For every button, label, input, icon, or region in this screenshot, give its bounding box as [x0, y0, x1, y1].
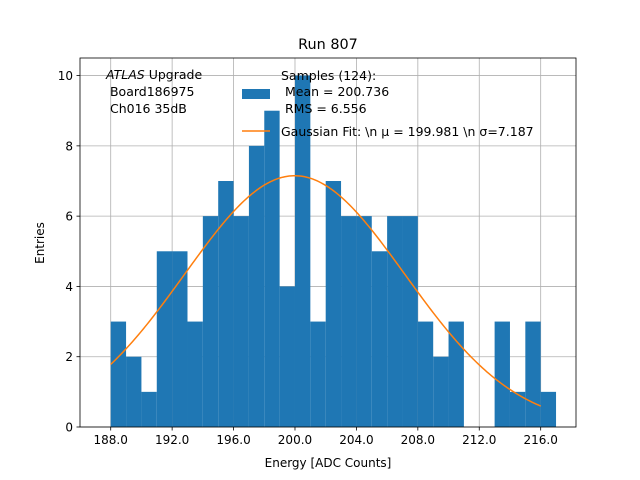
bar-8: [233, 216, 249, 427]
annotation-board: Board186975: [106, 84, 194, 99]
x-tick-label-5: 208.0: [401, 433, 435, 447]
bar-14: [325, 181, 342, 427]
y-tick-label-2: 4: [65, 280, 73, 294]
y-tick-label-1: 2: [65, 350, 73, 364]
x-axis-ticks: 188.0 192.0 196.0 200.0 204.0 208.0 212.0 216.0: [94, 427, 558, 447]
bar-11: [279, 286, 295, 427]
bar-5: [187, 321, 203, 427]
bar-4: [172, 251, 188, 427]
bar-25: [525, 321, 541, 427]
y-tick-label-5: 10: [58, 69, 73, 83]
annotation-upgrade: Upgrade: [145, 67, 203, 82]
bar-15: [341, 216, 357, 427]
bar-1: [126, 356, 142, 427]
bar-19: [402, 216, 418, 427]
x-tick-label-4: 204.0: [339, 433, 373, 447]
y-tick-label-0: 0: [65, 421, 73, 435]
bar-26: [540, 391, 557, 427]
annotation-line1: ATLAS Upgrade: [105, 67, 202, 82]
legend-hist-line2: Mean = 200.736: [281, 84, 389, 99]
bar-9: [248, 145, 265, 427]
y-tick-label-3: 6: [65, 210, 73, 224]
bar-23: [494, 321, 510, 427]
bar-24: [509, 391, 526, 427]
x-tick-label-7: 216.0: [524, 433, 558, 447]
y-axis-label: Entries: [33, 222, 47, 264]
legend-hist-patch: [242, 89, 270, 99]
bar-6: [202, 216, 219, 427]
bar-2: [141, 391, 157, 427]
bar-18: [387, 216, 403, 427]
legend-hist-line3: RMS = 6.556: [281, 101, 367, 116]
plot-frame: [79, 57, 577, 428]
bar-13: [310, 321, 326, 427]
legend: Samples (124): Mean = 200.736 RMS = 6.55…: [242, 68, 534, 139]
bar-3: [156, 251, 173, 427]
y-axis-ticks: 0 2 4 6 8 10: [58, 69, 80, 435]
atlas-annotation: ATLAS Upgrade Board186975 Ch016 35dB: [105, 67, 202, 116]
x-tick-label-3: 200.0: [278, 433, 312, 447]
x-tick-label-0: 188.0: [94, 433, 128, 447]
y-tick-label-4: 8: [65, 139, 73, 153]
bar-12: [294, 75, 311, 428]
bar-21: [433, 356, 449, 427]
annotation-channel: Ch016 35dB: [106, 101, 187, 116]
x-tick-label-6: 212.0: [462, 433, 496, 447]
bar-22: [448, 321, 464, 427]
legend-fit-label: Gaussian Fit: \n μ = 199.981 \n σ=7.187: [281, 124, 534, 139]
annotation-atlas: ATLAS: [105, 67, 145, 82]
bar-7: [218, 181, 234, 427]
bar-17: [371, 251, 388, 427]
bar-0: [110, 321, 127, 427]
bar-20: [417, 321, 434, 427]
chart-title: Run 807: [298, 37, 358, 53]
gaussian-fit-line: [110, 174, 541, 407]
x-axis-label: Energy [ADC Counts]: [265, 456, 392, 470]
legend-hist-line1: Samples (124):: [281, 68, 376, 83]
bar-16: [356, 216, 372, 427]
x-tick-label-1: 192.0: [155, 433, 189, 447]
histogram-bars: [110, 75, 557, 428]
bar-10: [264, 110, 280, 427]
x-tick-label-2: 196.0: [216, 433, 250, 447]
